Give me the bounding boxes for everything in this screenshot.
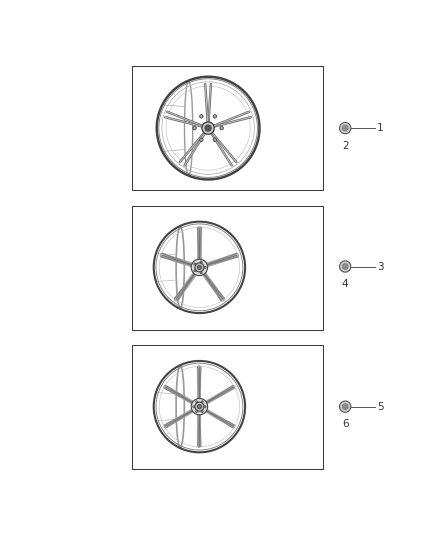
Bar: [132, 206, 323, 329]
Ellipse shape: [196, 410, 198, 413]
Text: 5: 5: [377, 402, 384, 411]
Text: 3: 3: [377, 262, 384, 271]
Text: 1: 1: [377, 123, 384, 133]
Ellipse shape: [191, 259, 208, 276]
Ellipse shape: [196, 401, 198, 402]
Ellipse shape: [194, 270, 196, 272]
Ellipse shape: [195, 402, 204, 411]
Ellipse shape: [201, 401, 203, 402]
Circle shape: [343, 264, 348, 269]
Circle shape: [339, 401, 351, 413]
Bar: [132, 345, 323, 469]
Ellipse shape: [201, 410, 203, 413]
Circle shape: [343, 404, 348, 409]
Ellipse shape: [200, 115, 203, 118]
Ellipse shape: [213, 138, 217, 142]
Ellipse shape: [204, 406, 206, 408]
Bar: [132, 66, 323, 190]
Ellipse shape: [204, 266, 206, 269]
Ellipse shape: [200, 261, 202, 263]
Ellipse shape: [193, 406, 194, 408]
Circle shape: [339, 123, 351, 134]
Text: 2: 2: [342, 141, 349, 150]
Circle shape: [343, 125, 348, 131]
Ellipse shape: [198, 405, 201, 409]
Ellipse shape: [200, 138, 203, 142]
Ellipse shape: [220, 126, 223, 130]
Ellipse shape: [200, 272, 202, 274]
Ellipse shape: [195, 263, 204, 272]
Ellipse shape: [213, 115, 217, 118]
Ellipse shape: [198, 265, 201, 269]
Ellipse shape: [191, 398, 208, 415]
Ellipse shape: [202, 122, 214, 134]
Text: 6: 6: [342, 419, 349, 429]
Text: 4: 4: [342, 279, 349, 289]
Ellipse shape: [194, 263, 196, 265]
Ellipse shape: [205, 125, 211, 131]
Circle shape: [339, 261, 351, 272]
Ellipse shape: [193, 126, 196, 130]
